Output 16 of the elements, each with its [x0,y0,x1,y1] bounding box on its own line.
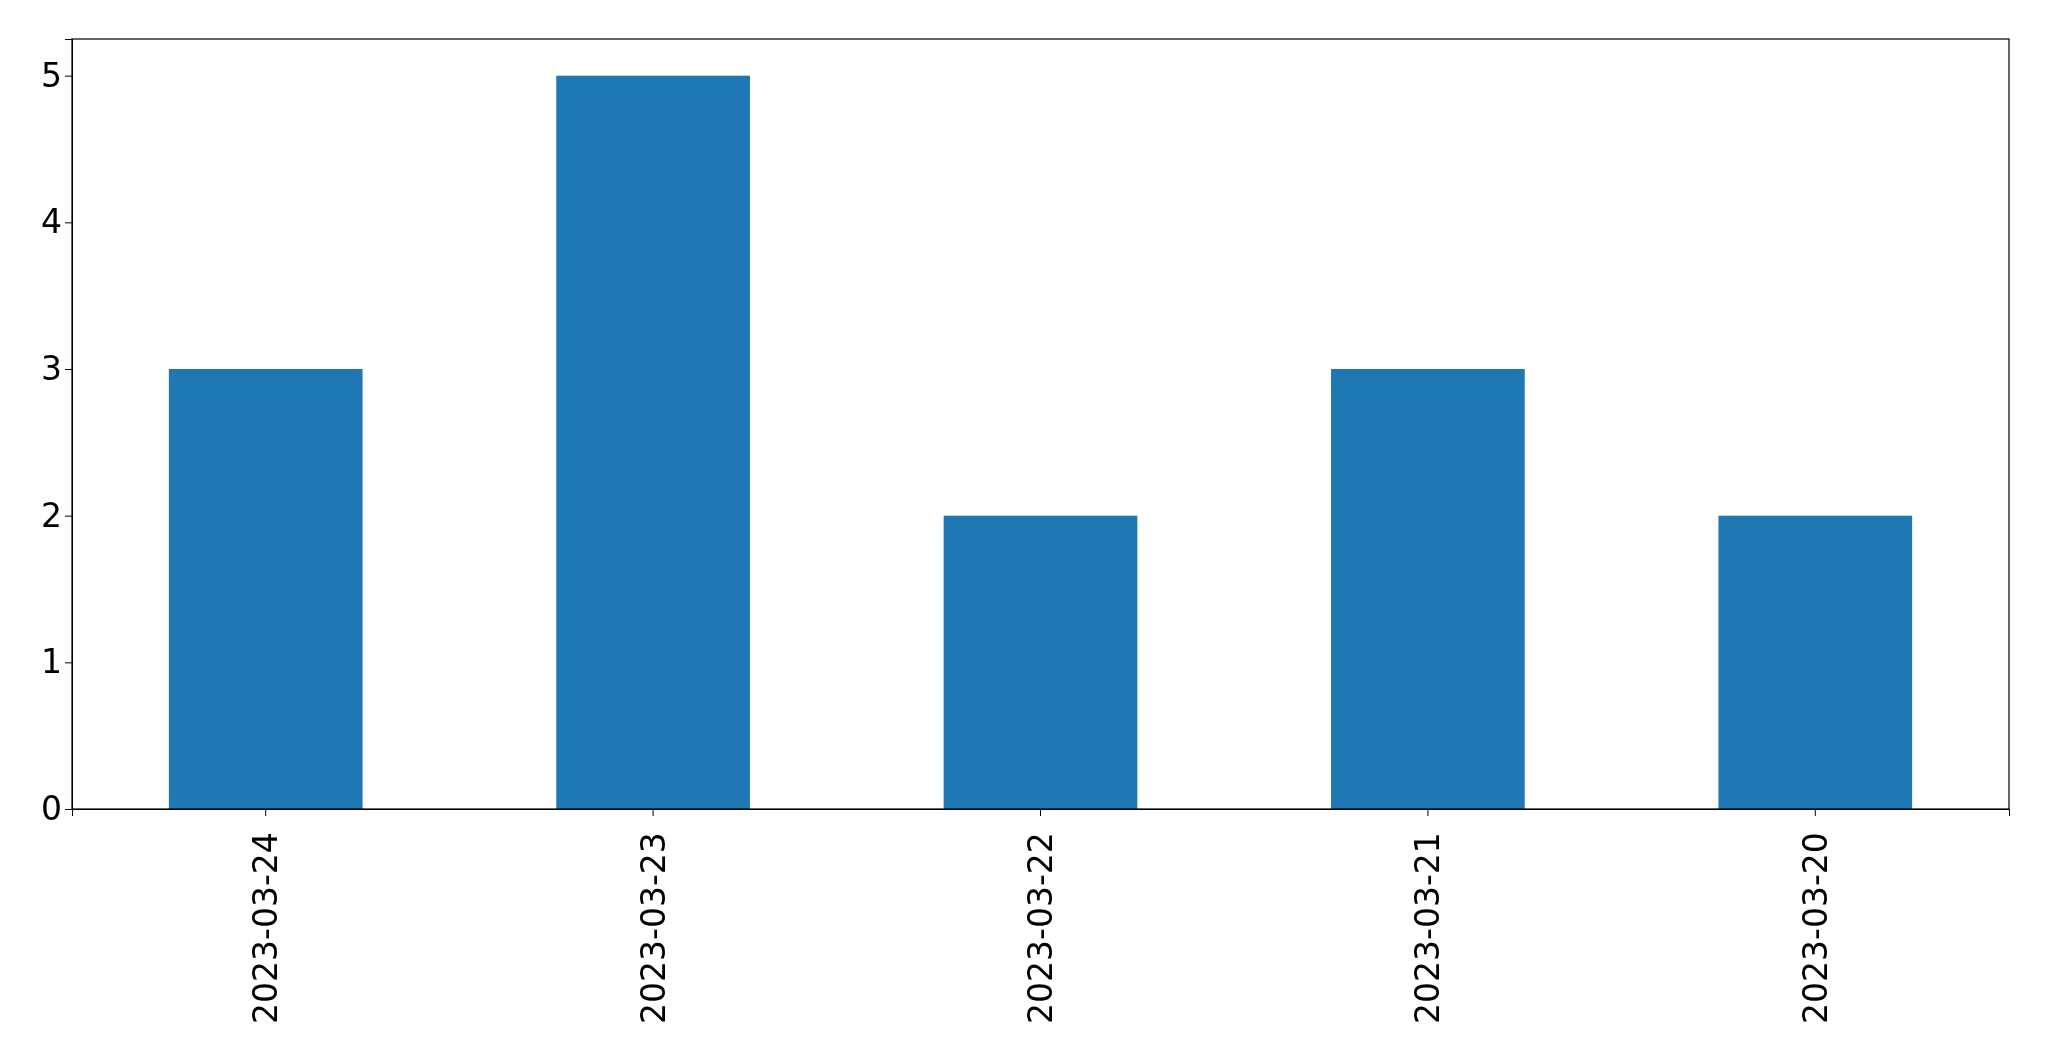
x-tick-label: 2023-03-24 [246,832,286,1024]
y-tick-label: 4 [41,202,62,242]
y-tick-label: 2 [41,495,62,535]
y-tick-label: 5 [41,55,62,95]
x-tick-label: 2023-03-21 [1408,832,1448,1024]
y-tick-label: 0 [41,789,62,829]
bar [168,369,363,809]
y-tick-label: 1 [41,642,62,682]
x-tick-label: 2023-03-22 [1021,832,1061,1024]
bar [1718,515,1913,809]
x-tick-label: 2023-03-20 [1795,832,1835,1024]
y-tick-label: 3 [41,349,62,389]
bar [556,75,750,809]
x-tick-label: 2023-03-23 [633,832,673,1024]
bar [1331,369,1525,809]
bar [943,515,1138,809]
